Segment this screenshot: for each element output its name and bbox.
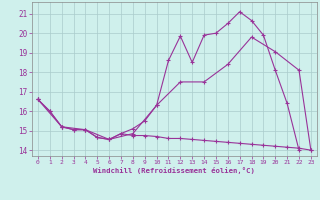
X-axis label: Windchill (Refroidissement éolien,°C): Windchill (Refroidissement éolien,°C) [93, 167, 255, 174]
